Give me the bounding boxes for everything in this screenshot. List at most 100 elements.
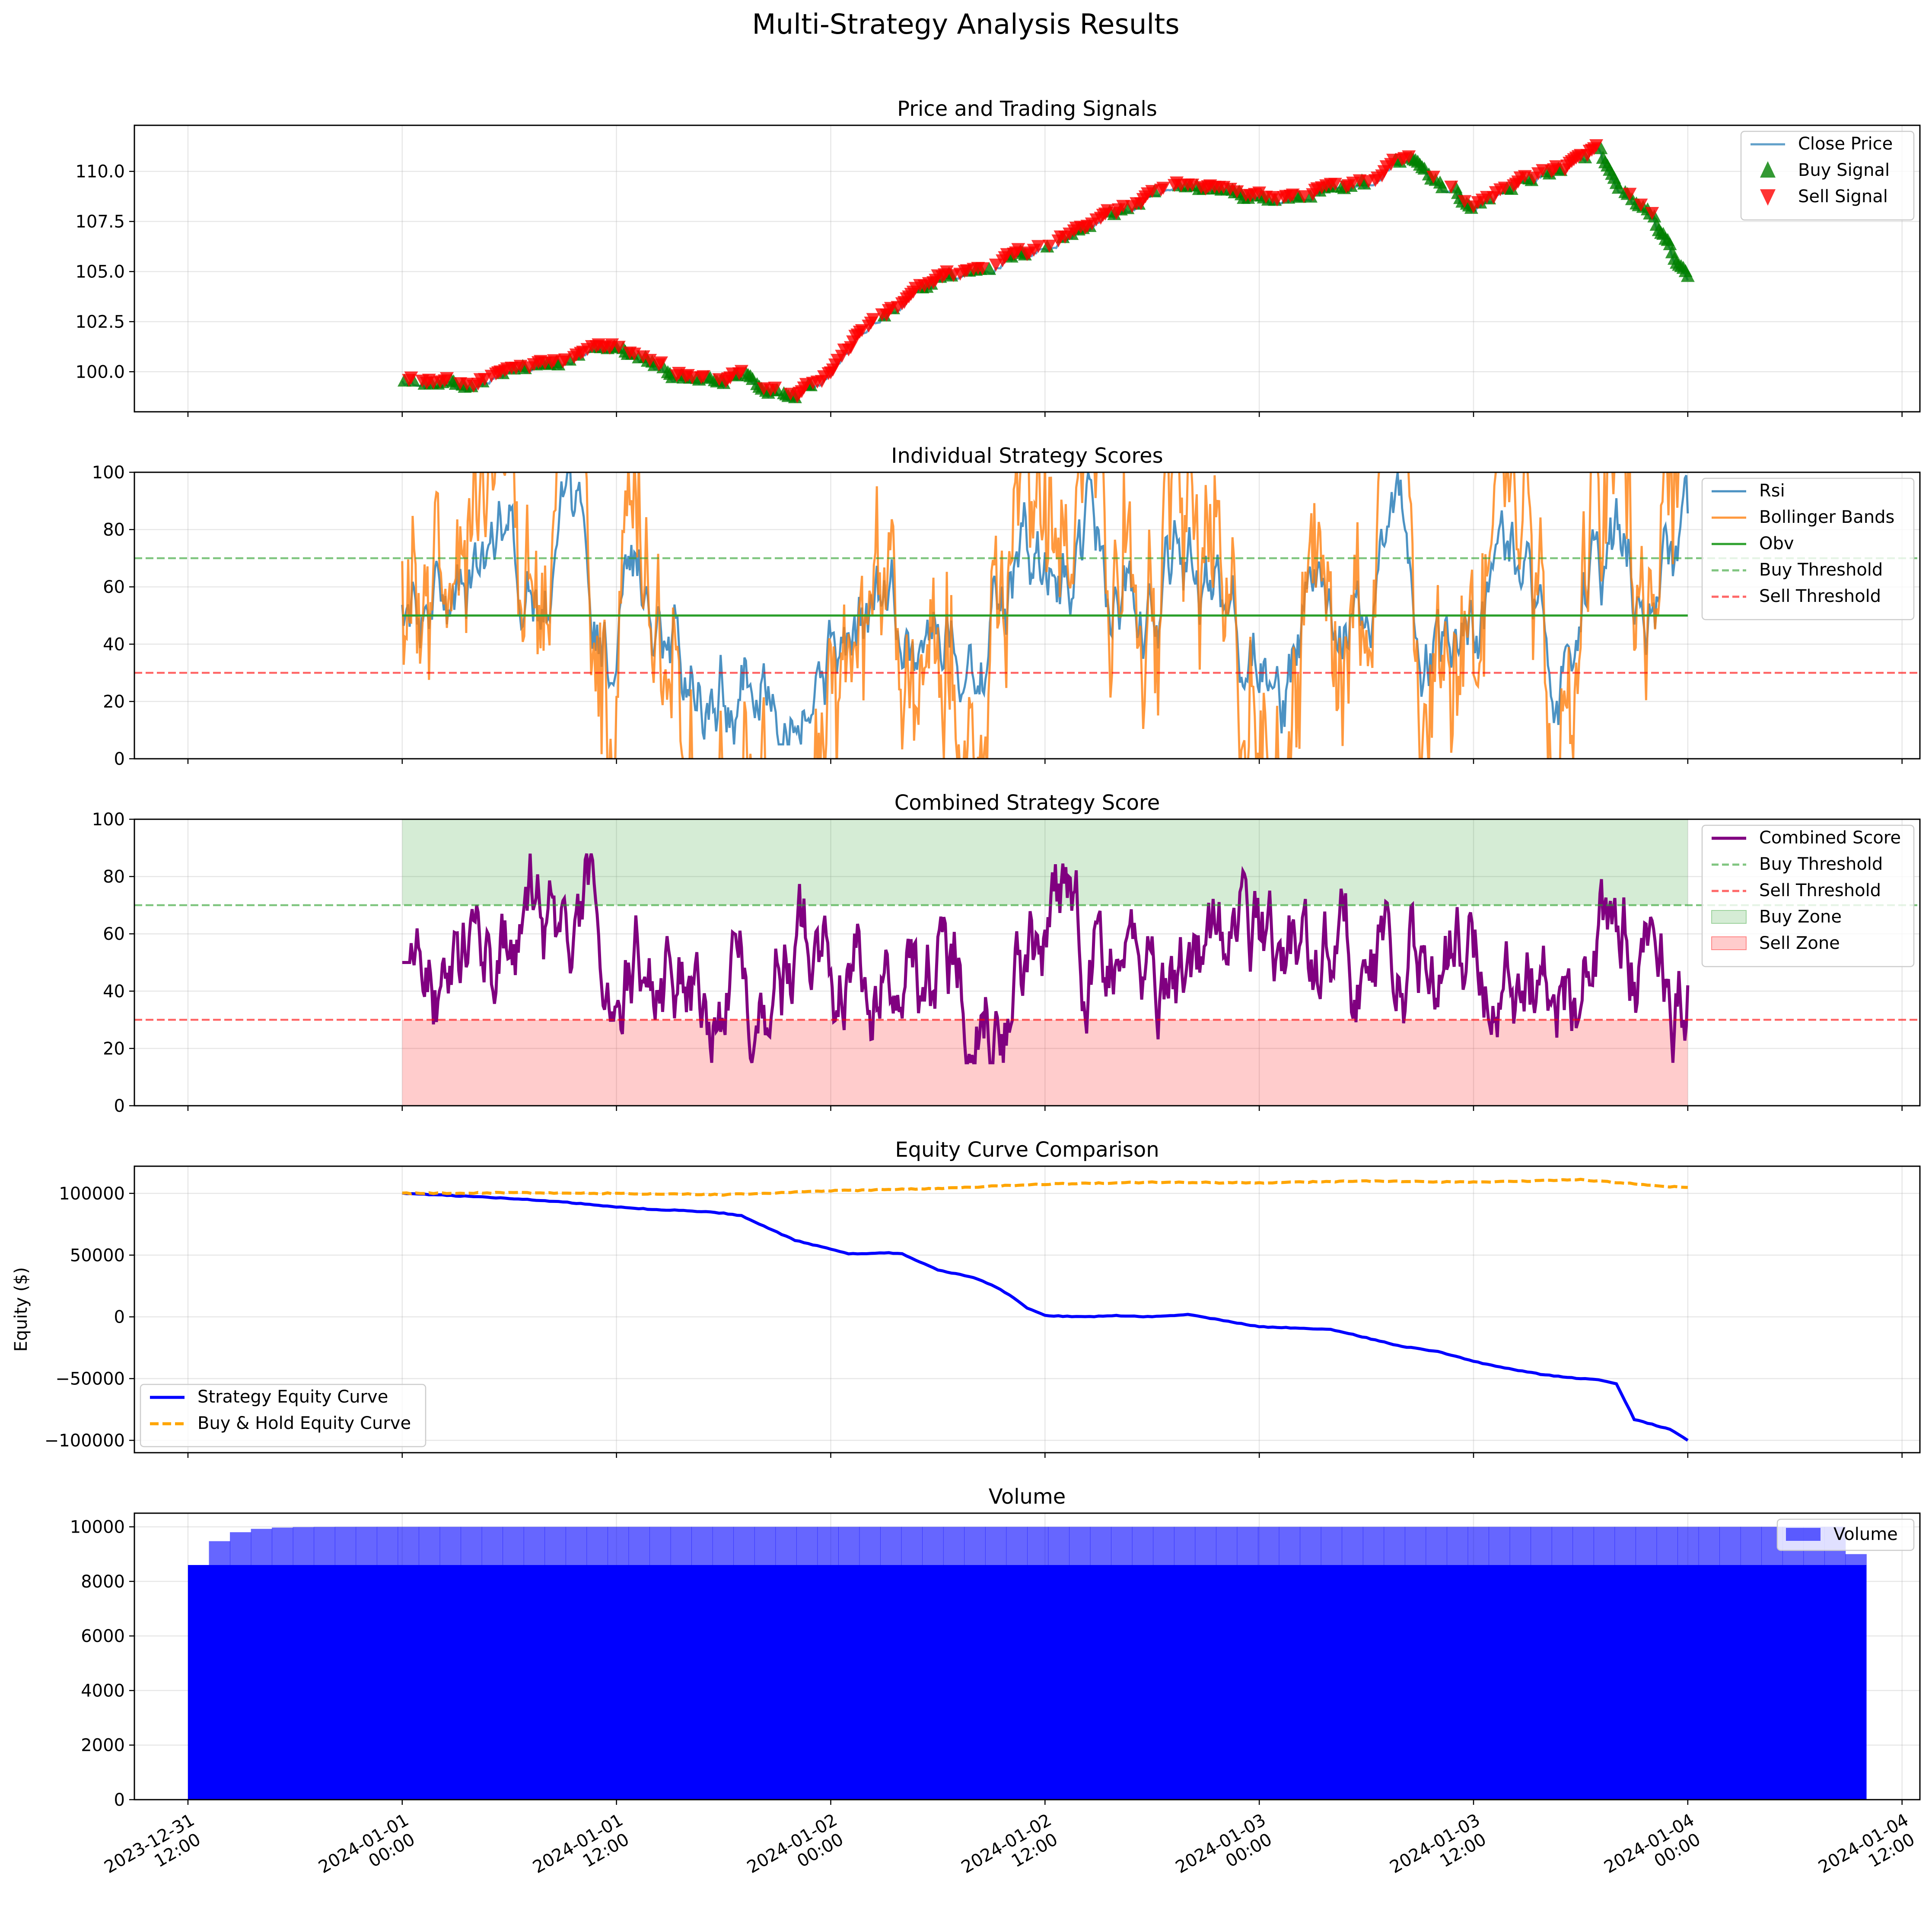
- sell-marker: [1402, 150, 1416, 163]
- sell-marker: [440, 372, 454, 385]
- legend-label: Sell Threshold: [1759, 881, 1881, 900]
- sell-marker: [654, 356, 668, 369]
- volume-bars: [188, 1527, 1867, 1800]
- legend: Rsi Bollinger Bands Obv Buy Threshold Sell T…: [1701, 477, 1915, 620]
- y-tick-label: 20: [103, 1039, 125, 1059]
- sell-marker: [1116, 200, 1130, 213]
- plot-area: [397, 139, 1695, 404]
- sell-marker: [685, 371, 700, 385]
- sell-marker: [1444, 180, 1458, 194]
- legend-swatch: [1760, 161, 1776, 178]
- buy-zone: [402, 819, 1688, 905]
- y-tick-label: 80: [103, 867, 125, 887]
- panel-title: Combined Strategy Score: [894, 791, 1160, 815]
- buy-marker: [1594, 141, 1608, 154]
- y-tick-label: 102.5: [75, 312, 125, 332]
- y-tick-label: 60: [103, 924, 125, 944]
- sell-marker: [1286, 188, 1300, 202]
- strategy-equity-line: [402, 1191, 1689, 1442]
- sell-marker: [975, 262, 990, 276]
- sell-marker: [1145, 185, 1159, 198]
- buy-marker: [982, 262, 996, 275]
- combined-score-line: [402, 853, 1690, 1065]
- y-tick-label: 40: [103, 982, 125, 1002]
- panel-2: Individual Strategy Scores 0 20 40 60 80 100 Rs…: [92, 444, 1921, 769]
- y-tick-label: 40: [103, 635, 125, 655]
- panel-1: Price and Trading Signals 100.0 102.5 105.0…: [75, 97, 1921, 417]
- buy-marker: [1504, 182, 1518, 195]
- sell-marker: [1042, 239, 1057, 253]
- y-tick-label: 0: [114, 1790, 125, 1810]
- y-tick-label: −100000: [45, 1431, 125, 1451]
- buy-marker: [1611, 181, 1626, 194]
- legend-label: Buy Zone: [1759, 907, 1842, 927]
- sell-marker: [1297, 190, 1311, 204]
- panel-title: Volume: [989, 1485, 1066, 1509]
- legend-label: Buy Threshold: [1759, 854, 1883, 874]
- legend-label: Sell Threshold: [1759, 586, 1881, 606]
- panel-title: Price and Trading Signals: [897, 97, 1157, 121]
- buy-marker: [1357, 176, 1371, 190]
- legend-label: Close Price: [1798, 134, 1893, 154]
- plot-area: [134, 472, 1920, 759]
- y-tick-label: 105.0: [75, 262, 125, 282]
- buy-signals: [397, 141, 1695, 404]
- sell-marker: [989, 258, 1003, 272]
- sell-zone: [402, 1020, 1688, 1106]
- panels: Price and Trading Signals 100.0 102.5 105.0…: [11, 97, 1921, 1877]
- legend: Strategy Equity Curve Buy & Hold Equity C…: [140, 1384, 427, 1448]
- sell-marker: [1498, 181, 1512, 195]
- sell-marker: [940, 265, 954, 279]
- axes-frame: [134, 471, 1921, 760]
- y-tick-label: 50000: [70, 1246, 125, 1266]
- axes-frame: [134, 124, 1921, 413]
- y-axis-label: Equity ($): [11, 1267, 31, 1352]
- y-tick-label: 4000: [81, 1681, 125, 1701]
- sell-marker: [697, 370, 711, 383]
- y-tick-label: 110.0: [75, 162, 125, 182]
- legend-label: Sell Signal: [1798, 187, 1888, 207]
- legend: Close Price Buy Signal Sell Signal: [1740, 130, 1915, 221]
- legend-frame: [140, 1384, 427, 1448]
- sell-marker: [866, 313, 880, 326]
- legend-frame: [1776, 1518, 1915, 1551]
- legend-label: Volume: [1833, 1524, 1898, 1544]
- sell-marker: [404, 371, 418, 385]
- sell-marker: [1252, 186, 1267, 200]
- y-tick-label: 20: [103, 692, 125, 712]
- sell-marker: [1426, 171, 1441, 184]
- y-tick-label: 0: [114, 749, 125, 769]
- axes-frame: [134, 818, 1921, 1107]
- y-tick-label: 100: [92, 810, 125, 830]
- legend-swatch: [1760, 189, 1776, 206]
- sell-marker: [611, 340, 626, 354]
- buy-marker: [1663, 237, 1677, 250]
- sell-marker: [768, 382, 782, 395]
- panel-4: Equity Curve Comparison 100000 50000 0 −5000…: [11, 1138, 1921, 1458]
- axes-frame: [134, 1165, 1921, 1454]
- legend-frame: [1701, 477, 1915, 620]
- sell-marker: [1031, 240, 1045, 253]
- sell-marker: [1230, 185, 1244, 198]
- y-tick-label: 100: [92, 463, 125, 483]
- sell-marker: [1458, 195, 1472, 208]
- buy-hold-equity-line: [402, 1177, 1688, 1197]
- y-tick-label: 2000: [81, 1736, 125, 1756]
- plot-area: [188, 1527, 1867, 1800]
- sell-marker: [1328, 178, 1342, 191]
- buy-marker: [1647, 209, 1661, 223]
- panel-5: Volume 0 2000 4000 6000 8000 10000 2023-12-3112…: [70, 1485, 1921, 1877]
- sell-marker: [1386, 153, 1400, 167]
- legend-swatch: [1786, 1528, 1821, 1541]
- buy-marker: [551, 357, 566, 371]
- y-tick-label: 0: [114, 1308, 125, 1327]
- sell-marker: [636, 350, 650, 363]
- y-tick-label: 60: [103, 577, 125, 597]
- sell-marker: [643, 354, 657, 367]
